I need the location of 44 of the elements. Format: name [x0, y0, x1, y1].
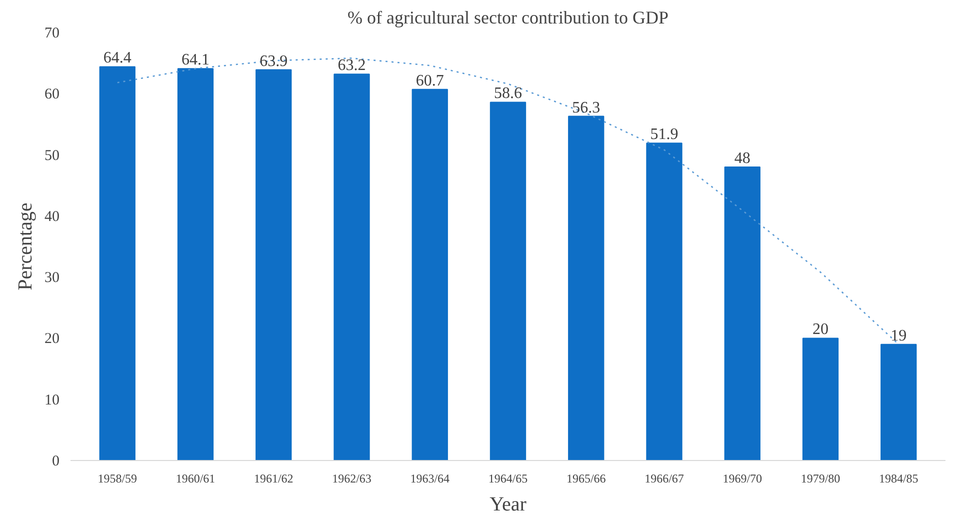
x-tick-label: 1958/59 — [98, 472, 138, 486]
data-label: 60.7 — [416, 72, 444, 90]
y-axis-title: Percentage — [14, 202, 36, 290]
x-tick-label: 1961/62 — [254, 472, 294, 486]
data-label: 19 — [890, 327, 907, 344]
data-label: 56.3 — [572, 99, 600, 116]
bar — [490, 102, 526, 460]
data-label: 51.9 — [650, 126, 678, 144]
data-label: 64.1 — [182, 52, 210, 69]
bar — [802, 338, 839, 460]
data-label: 48 — [734, 150, 750, 168]
x-tick-label: 1984/85 — [878, 472, 918, 486]
y-tick-label: 70 — [44, 26, 60, 42]
data-label: 63.9 — [260, 52, 288, 70]
bar — [256, 69, 292, 460]
x-tick-label: 1964/65 — [488, 472, 528, 486]
bar — [646, 142, 682, 460]
x-tick-label: 1963/64 — [410, 472, 450, 486]
data-label: 58.6 — [494, 85, 522, 102]
y-tick-label: 0 — [52, 454, 60, 470]
y-tick-label: 10 — [44, 392, 60, 408]
y-tick-label: 20 — [44, 331, 60, 348]
x-tick-label: 1966/67 — [644, 472, 684, 486]
x-tick-label: 1962/63 — [332, 472, 372, 486]
x-tick-label: 1965/66 — [566, 472, 606, 486]
x-tick-label: 1969/70 — [722, 472, 762, 486]
bar — [880, 344, 917, 460]
bar — [99, 66, 136, 460]
y-tick-label: 60 — [44, 86, 60, 103]
data-label: 20 — [812, 321, 828, 338]
data-label: 63.2 — [338, 57, 366, 74]
y-tick-label: 50 — [44, 148, 60, 164]
bar — [177, 68, 214, 460]
y-tick-label: 30 — [44, 270, 60, 286]
bar — [724, 166, 760, 460]
bar — [412, 88, 448, 460]
chart-title: % of agricultural sector contribution to GDP — [348, 8, 668, 28]
x-axis-title: Year — [490, 494, 527, 516]
x-tick-label: 1960/61 — [176, 472, 216, 486]
x-tick-label: 1979/80 — [800, 472, 840, 486]
bar — [334, 74, 370, 460]
bar — [568, 116, 604, 460]
y-tick-label: 40 — [44, 208, 60, 225]
data-label: 64.4 — [103, 50, 132, 67]
